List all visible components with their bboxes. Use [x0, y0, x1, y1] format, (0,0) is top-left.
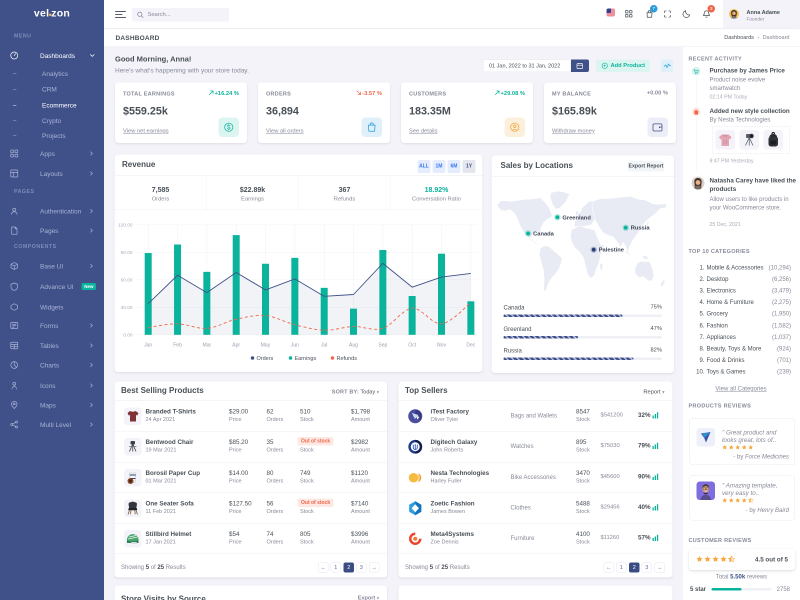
svg-text:Earnings: Earnings — [295, 356, 317, 362]
svg-text:0.00: 0.00 — [123, 332, 133, 338]
svg-text:Orders: Orders — [257, 356, 274, 362]
svg-text:Nov: Nov — [437, 343, 446, 349]
svg-text:Dec: Dec — [466, 343, 475, 349]
svg-text:60.00: 60.00 — [121, 277, 133, 283]
svg-text:Sep: Sep — [378, 343, 387, 349]
svg-text:Canada: Canada — [533, 232, 555, 238]
svg-text:Greenland: Greenland — [562, 215, 591, 221]
svg-text:Jun: Jun — [291, 343, 299, 349]
svg-text:Jan: Jan — [144, 343, 152, 349]
svg-text:Oct: Oct — [408, 343, 416, 349]
svg-text:120.00: 120.00 — [118, 222, 133, 228]
svg-text:Jul: Jul — [321, 343, 327, 349]
svg-text:90.00: 90.00 — [121, 250, 133, 256]
svg-text:Refunds: Refunds — [337, 356, 358, 362]
svg-text:May: May — [261, 343, 271, 349]
svg-text:Feb: Feb — [173, 343, 182, 349]
svg-text:Apr: Apr — [232, 343, 240, 349]
svg-text:30.00: 30.00 — [121, 305, 133, 311]
svg-text:Mar: Mar — [203, 343, 212, 349]
svg-text:Palestine: Palestine — [599, 248, 624, 254]
svg-text:Aug: Aug — [349, 343, 358, 349]
svg-text:Russia: Russia — [631, 226, 651, 232]
